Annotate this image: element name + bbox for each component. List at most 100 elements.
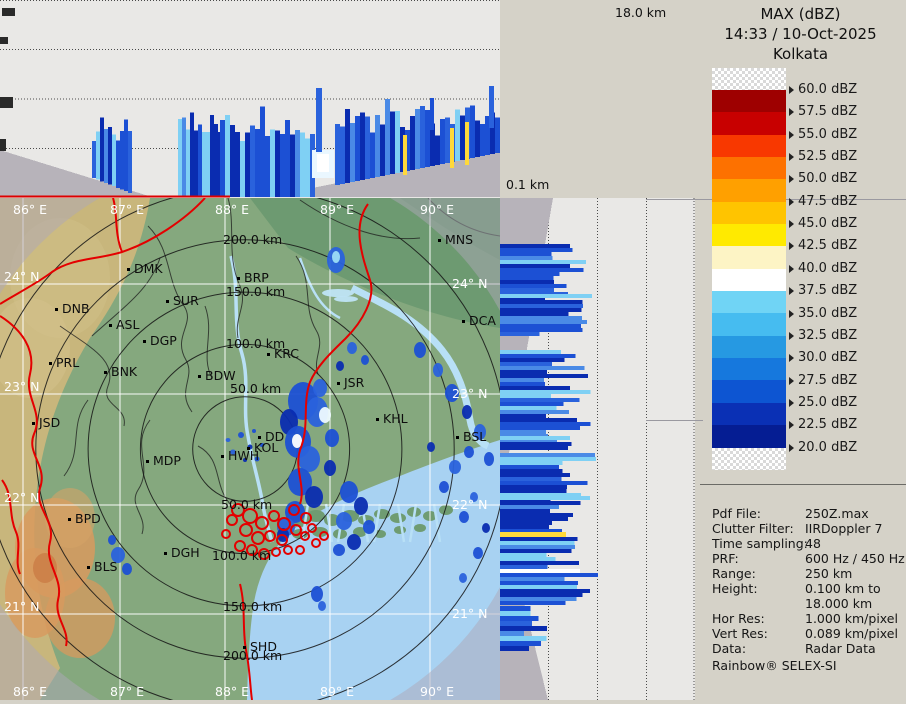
- city-dot-dgh: [164, 552, 167, 555]
- metadata-value: IIRDoppler 7: [805, 521, 883, 536]
- metadata-label: Clutter Filter:: [712, 521, 794, 536]
- legend-cell: [712, 224, 786, 247]
- metadata-row: PRF: 600 Hz / 450 Hz: [712, 551, 905, 566]
- city-dot-brp: [237, 277, 240, 280]
- legend-cell: [712, 179, 786, 202]
- metadata-value: 48: [805, 536, 821, 551]
- legend-tick-label: 37.5 dBZ: [798, 283, 858, 299]
- legend-tick-label: 42.5 dBZ: [798, 238, 858, 254]
- legend-cell: [712, 157, 786, 180]
- legend-tick-arrow-icon: [789, 376, 794, 385]
- metadata-value: Radar Data: [805, 641, 876, 656]
- legend-tick-label: 25.0 dBZ: [798, 394, 858, 410]
- ppi-map: 86° E 86° E 87° E 87° E 88° E 88° E 89° E 89° E…: [0, 159, 535, 704]
- legend-tick-arrow-icon: [789, 309, 794, 318]
- legend-tick-arrow-icon: [789, 108, 794, 117]
- metadata-row: Height: 0.100 km to: [712, 581, 904, 596]
- legend-cell: [712, 134, 786, 158]
- top-projection-echoes: [0, 0, 500, 198]
- metadata-label: PRF:: [712, 551, 739, 566]
- metadata-divider-line: [700, 484, 906, 485]
- city-label-bls: BLS: [94, 559, 118, 574]
- legend-tick-arrow-icon: [789, 264, 794, 273]
- metadata-row: Vert Res: 0.089 km/pixel: [712, 626, 904, 641]
- product-name: MAX (dBZ): [760, 5, 841, 23]
- legend-cell: [712, 246, 786, 269]
- city-label-sur: SUR: [173, 293, 199, 308]
- city-label-dmk: DMK: [134, 261, 163, 276]
- city-dot-khl: [376, 418, 379, 421]
- city-dot-dca: [462, 320, 465, 323]
- panel-tick-line: [646, 420, 703, 421]
- city-label-dgp: DGP: [150, 333, 177, 348]
- software-brand-label: Rainbow® SELEX-SI: [712, 658, 837, 673]
- metadata-value-cont: 18.000 km: [805, 596, 873, 611]
- side-projection-echoes: [500, 198, 695, 700]
- side-height-projection-panel: [500, 198, 695, 700]
- height-axis-min-label: 0.1 km: [506, 177, 550, 192]
- metadata-row: Clutter Filter: IIRDoppler 7: [712, 521, 904, 536]
- legend-tick-arrow-icon: [789, 130, 794, 139]
- city-label-bdw: BDW: [205, 368, 236, 383]
- lon-label-bottom: 87° E: [110, 684, 145, 699]
- city-dot-prl: [49, 362, 52, 365]
- city-dot-shd: [243, 646, 246, 649]
- legend-tick-label: 45.0 dBZ: [798, 216, 858, 232]
- city-dot-dmk: [127, 268, 130, 271]
- city-dot-bls: [87, 566, 90, 569]
- metadata-label-spacer: [712, 596, 805, 611]
- city-dot-hwh: [221, 455, 224, 458]
- range-ring-label: 100.0 km: [212, 548, 272, 563]
- metadata-value: 600 Hz / 450 Hz: [805, 551, 905, 566]
- legend-tick-arrow-icon: [789, 242, 794, 251]
- city-label-jsd: JSD: [39, 415, 61, 430]
- legend-tick-arrow-icon: [789, 197, 794, 206]
- legend-tick-label: 50.0 dBZ: [798, 171, 858, 187]
- city-label-hwh: HWH: [228, 448, 260, 463]
- top-height-projection-panel: [0, 0, 500, 198]
- lon-label-top: 89° E: [320, 202, 355, 217]
- product-datetime: 14:33 / 10-Oct-2025: [724, 25, 877, 43]
- lon-label-top: 86° E: [13, 202, 48, 217]
- legend-cell-checker: [712, 68, 786, 90]
- legend-tick-arrow-icon: [789, 220, 794, 229]
- city-dot-kol: [247, 447, 250, 450]
- metadata-label: Data:: [712, 641, 747, 656]
- lat-label-right: 24° N: [452, 276, 488, 291]
- legend-cell: [712, 402, 786, 426]
- legend-tick-label: 35.0 dBZ: [798, 305, 858, 321]
- city-label-mns: MNS: [445, 232, 474, 247]
- lon-label-bottom: 90° E: [420, 684, 455, 699]
- legend-tick-arrow-icon: [789, 398, 794, 407]
- legend-tick-arrow-icon: [789, 331, 794, 340]
- lon-label-top: 87° E: [110, 202, 145, 217]
- city-label-dnb: DNB: [62, 301, 90, 316]
- lat-label-left: 23° N: [4, 379, 40, 394]
- city-dot-bsl: [456, 436, 459, 439]
- city-label-dca: DCA: [469, 313, 496, 328]
- legend-tick-label: 22.5 dBZ: [798, 417, 858, 433]
- legend-cell: [712, 90, 786, 113]
- range-ring-label: 100.0 km: [226, 336, 286, 351]
- metadata-row: Pdf File: 250Z.max: [712, 506, 904, 521]
- legend-tick-label: 55.0 dBZ: [798, 126, 858, 142]
- city-label-mdp: MDP: [153, 453, 181, 468]
- city-dot-bpd: [68, 518, 71, 521]
- legend-tick-arrow-icon: [789, 354, 794, 363]
- lon-label-top: 90° E: [420, 202, 455, 217]
- legend-tick-arrow-icon: [789, 421, 794, 430]
- legend-cell-checker: [712, 447, 786, 470]
- lat-label-right: 21° N: [452, 606, 488, 621]
- legend-tick-label: 52.5 dBZ: [798, 149, 858, 165]
- city-dot-bdw: [198, 375, 201, 378]
- range-ring-label: 50.0 km: [230, 381, 282, 396]
- metadata-label: Pdf File:: [712, 506, 761, 521]
- metadata-row-cont: 18.000 km: [712, 596, 904, 611]
- city-dot-mdp: [146, 460, 149, 463]
- legend-cell: [712, 313, 786, 336]
- legend-cell: [712, 268, 786, 292]
- legend-tick-label: 20.0 dBZ: [798, 439, 858, 455]
- city-label-kol: KOL: [254, 440, 279, 455]
- metadata-row: Hor Res: 1.000 km/pixel: [712, 611, 904, 626]
